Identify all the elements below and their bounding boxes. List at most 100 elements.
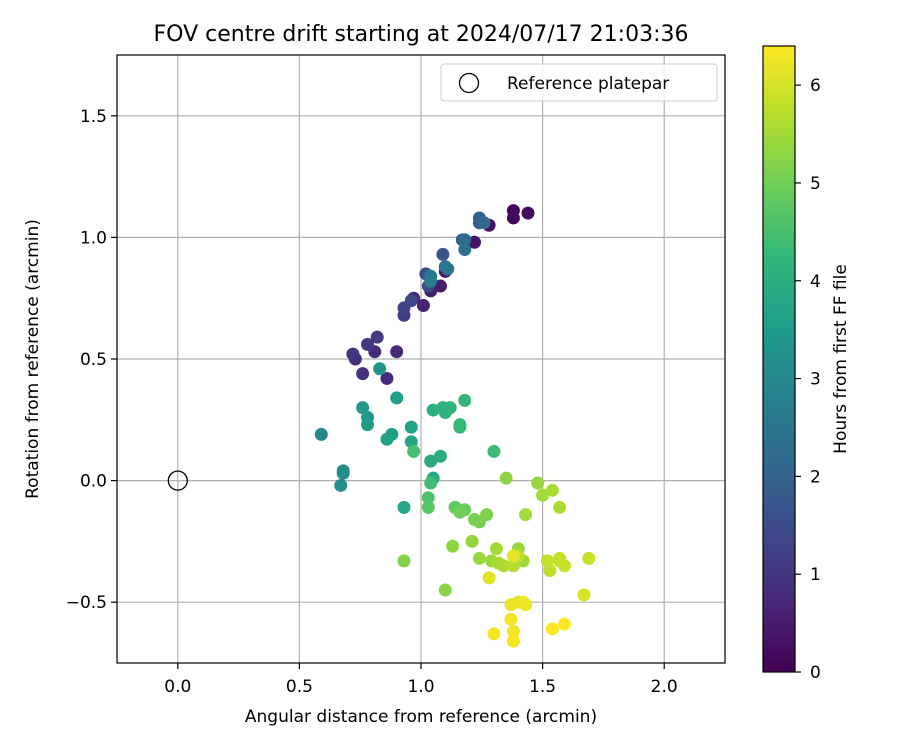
scatter-point <box>557 617 571 631</box>
scatter-point <box>465 534 479 548</box>
scatter-point <box>443 401 457 415</box>
scatter-point <box>433 279 447 293</box>
scatter-point <box>334 478 348 492</box>
reference-layer <box>167 470 188 491</box>
scatter-point <box>404 435 418 449</box>
scatter-point <box>407 444 421 458</box>
scatter-point <box>356 401 370 415</box>
scatter-point <box>531 476 545 490</box>
colorbar: 0 1 2 3 4 5 6 Hours from first FF file <box>762 45 851 683</box>
colorbar-ticks: 0 1 2 3 4 5 6 <box>795 76 821 683</box>
reference-platepar-marker <box>167 470 188 491</box>
legend: Reference platepar <box>440 63 718 102</box>
y-axis-label: Rotation from reference (arcmin) <box>23 219 43 499</box>
scatter-point <box>458 243 472 257</box>
scatter-point <box>380 371 394 385</box>
scatter-point <box>426 403 440 417</box>
scatter-point <box>453 418 467 432</box>
scatter-point <box>497 559 511 573</box>
scatter-point <box>545 622 559 636</box>
chart-title: FOV centre drift starting at 2024/07/17 … <box>154 22 689 47</box>
scatter-point <box>441 262 455 276</box>
scatter-point <box>472 551 486 565</box>
scatter-point <box>436 247 450 261</box>
scatter-point <box>582 551 596 565</box>
scatter-point <box>553 500 567 514</box>
x-tick-label: 0.5 <box>286 677 313 697</box>
scatter-point <box>557 559 571 573</box>
scatter-point <box>506 634 520 648</box>
y-tick-label: 1.5 <box>80 107 107 127</box>
scatter-point <box>424 274 438 288</box>
scatter-point <box>390 391 404 405</box>
scatter-point <box>477 216 491 230</box>
x-axis-label: Angular distance from reference (arcmin) <box>245 707 597 727</box>
scatter-point <box>370 330 384 344</box>
scatter-point <box>487 444 501 458</box>
scatter-point <box>360 337 374 351</box>
scatter-point <box>438 583 452 597</box>
scatter-point <box>540 554 554 568</box>
x-tick-label: 0.0 <box>164 677 191 697</box>
scatter-point <box>390 345 404 359</box>
scatter-point <box>458 233 472 247</box>
scatter-point <box>519 598 533 612</box>
scatter-point <box>543 564 557 578</box>
scatter-point <box>380 432 394 446</box>
scatter-point <box>521 206 535 220</box>
y-tick-label: 0.5 <box>80 350 107 370</box>
x-tick-label: 2.0 <box>651 677 678 697</box>
scatter-point <box>314 427 328 441</box>
colorbar-tick-label: 3 <box>810 370 821 390</box>
scatter-point <box>404 294 418 308</box>
scatter-point <box>360 418 374 432</box>
scatter-point <box>446 539 460 553</box>
scatter-point <box>433 449 447 463</box>
grid <box>117 55 725 663</box>
colorbar-tick-label: 4 <box>810 272 821 292</box>
colorbar-tick-label: 2 <box>810 467 821 487</box>
x-tick-label: 1.0 <box>407 677 434 697</box>
colorbar-gradient <box>762 45 796 673</box>
scatter-point <box>424 476 438 490</box>
y-tick-label: 0.0 <box>80 472 107 492</box>
y-tick-label: −0.5 <box>66 593 107 613</box>
scatter-point <box>536 488 550 502</box>
scatter-point <box>336 464 350 478</box>
plot-area: 0.0 0.5 1.0 1.5 2.0 −0.5 0.0 0.5 1.0 1.5 <box>66 54 726 697</box>
scatter-point <box>404 420 418 434</box>
scatter-point <box>421 500 435 514</box>
scatter-point <box>416 298 430 312</box>
scatter-point <box>506 559 520 573</box>
scatter-point <box>373 362 387 376</box>
colorbar-label: Hours from first FF file <box>831 264 851 454</box>
scatter-points <box>314 204 596 648</box>
scatter-point <box>397 554 411 568</box>
scatter-point <box>480 508 494 522</box>
colorbar-tick-label: 0 <box>810 663 821 683</box>
scatter-point <box>577 588 591 602</box>
scatter-point <box>499 471 513 485</box>
y-axis-ticks: −0.5 0.0 0.5 1.0 1.5 <box>66 107 117 613</box>
scatter-point <box>519 508 533 522</box>
scatter-point <box>506 549 520 563</box>
scatter-point <box>504 612 518 626</box>
legend-box <box>440 63 718 102</box>
scatter-point <box>545 483 559 497</box>
scatter-point <box>489 542 503 556</box>
colorbar-tick-label: 5 <box>810 174 821 194</box>
scatter-point <box>506 211 520 225</box>
legend-marker-open-circle <box>458 72 480 94</box>
scatter-point <box>468 235 482 249</box>
colorbar-tick-label: 6 <box>810 76 821 96</box>
x-axis-ticks: 0.0 0.5 1.0 1.5 2.0 <box>164 663 678 697</box>
scatter-point <box>346 347 360 361</box>
scatter-point <box>421 491 435 505</box>
scatter-point <box>356 367 370 381</box>
scatter-point <box>424 454 438 468</box>
y-tick-label: 1.0 <box>80 228 107 248</box>
scatter-point <box>397 500 411 514</box>
scatter-point <box>458 393 472 407</box>
